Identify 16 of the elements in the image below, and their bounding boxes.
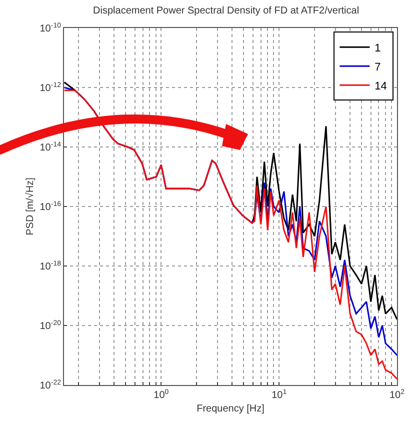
y-tick-label: 10$^{-18}$ bbox=[40, 260, 62, 272]
chart-title: Displacement Power Spectral Density of FD at ATF2/vertical bbox=[93, 5, 360, 16]
y-tick-label: 10$^{-12}$ bbox=[40, 82, 62, 94]
x-tick-label: 10$^{2}$ bbox=[389, 388, 405, 401]
x-axis-title: Frequency [Hz] bbox=[196, 404, 265, 414]
legend-label: 7 bbox=[374, 61, 381, 74]
y-tick-label: 10$^{-14}$ bbox=[40, 141, 62, 154]
y-tick-label: 10$^{-10}$ bbox=[40, 22, 62, 34]
legend-label: 1 bbox=[374, 42, 381, 54]
x-tick-label: 10$^{1}$ bbox=[272, 388, 287, 401]
x-tick-label: 10$^{0}$ bbox=[154, 388, 169, 401]
legend-label: 14 bbox=[374, 80, 387, 92]
y-tick-label: 10$^{-16}$ bbox=[40, 200, 62, 213]
y-axis-title: PSD [m/√Hz] bbox=[24, 177, 36, 236]
y-tick-label: 10$^{-22}$ bbox=[40, 379, 62, 392]
y-tick-label: 10$^{-20}$ bbox=[40, 320, 62, 332]
